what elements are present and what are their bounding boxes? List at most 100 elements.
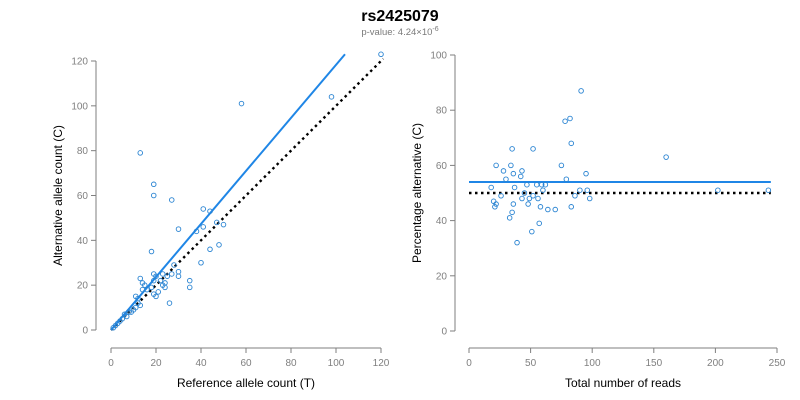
left-x-tick-label: 40	[195, 358, 207, 369]
chart-title: rs2425079	[361, 8, 439, 25]
left-data-point	[168, 197, 175, 203]
right-data-point	[715, 187, 721, 193]
left-x-tick-label: 60	[240, 358, 252, 369]
left-data-point	[220, 221, 227, 228]
right-data-point	[536, 220, 542, 227]
left-data-point	[128, 309, 134, 315]
left-data-point	[148, 284, 155, 291]
left-data-point	[157, 277, 164, 284]
right-data-point	[517, 173, 524, 180]
left-y-tick-label: 60	[77, 191, 89, 202]
left-data-point	[378, 51, 384, 58]
left-x-tick-label: 20	[150, 358, 162, 369]
left-data-point	[110, 325, 116, 331]
left-data-point	[213, 219, 220, 226]
right-y-tick-label: 40	[436, 216, 448, 227]
left-data-point	[175, 226, 182, 232]
left-data-point	[175, 273, 182, 279]
right-data-point	[537, 204, 544, 210]
left-data-point	[137, 150, 143, 156]
right-data-point	[540, 187, 546, 193]
left-reference-line	[110, 57, 385, 331]
right-data-point	[510, 201, 517, 207]
right-data-point	[545, 206, 551, 213]
left-data-point	[155, 289, 161, 295]
right-data-point	[542, 181, 549, 188]
right-data-point	[526, 195, 533, 202]
left-data-point	[162, 284, 168, 291]
right-data-point	[663, 154, 669, 160]
left-data-point	[207, 246, 213, 253]
right-data-point	[586, 195, 593, 202]
right-x-tick-label: 50	[525, 358, 537, 369]
left-data-point	[200, 206, 206, 212]
right-data-point	[514, 239, 520, 246]
right-data-point	[577, 187, 583, 193]
left-data-point	[150, 277, 157, 284]
left-data-point	[159, 271, 166, 277]
left-x-axis-title: Reference allele count (T)	[177, 376, 315, 390]
right-data-point	[511, 184, 518, 191]
left-data-point	[207, 208, 213, 214]
right-data-point	[583, 170, 589, 177]
right-data-point	[506, 215, 513, 221]
left-data-point	[139, 280, 146, 286]
right-data-point	[558, 162, 565, 169]
right-data-point	[488, 184, 494, 191]
right-x-tick-label: 100	[584, 358, 601, 369]
right-data-point	[552, 206, 558, 213]
right-data-point	[524, 181, 530, 188]
right-data-point	[568, 204, 575, 210]
right-data-point	[535, 195, 541, 202]
right-y-tick-label: 80	[436, 106, 448, 117]
right-data-point	[508, 162, 514, 169]
right-data-point	[568, 140, 575, 147]
left-data-point	[186, 277, 193, 284]
left-data-point	[150, 181, 157, 188]
left-data-point	[139, 286, 146, 293]
left-data-point	[216, 242, 222, 248]
left-x-tick-label: 100	[328, 358, 345, 369]
right-data-point	[525, 201, 531, 207]
right-panel-percentage-alternative: 0 50 100 150 200 250 0 20 40 60 80 100 Total number …	[410, 51, 786, 391]
right-data-point	[500, 168, 507, 174]
right-data-point	[493, 162, 499, 169]
right-data-point	[498, 193, 504, 199]
left-y-tick-label: 80	[77, 146, 89, 157]
left-data-point	[150, 192, 157, 199]
right-x-tick-label: 150	[645, 358, 662, 369]
right-data-point	[509, 146, 515, 152]
right-data-point	[519, 168, 525, 174]
left-x-tick-label: 120	[373, 358, 390, 369]
left-x-tick-label: 80	[285, 358, 297, 369]
left-y-tick-label: 100	[71, 101, 88, 112]
left-data-point	[328, 94, 335, 100]
left-data-point	[121, 311, 128, 318]
right-data-point	[572, 193, 578, 199]
left-data-point	[198, 260, 204, 266]
right-y-axis-title: Percentage alternative (C)	[410, 123, 424, 263]
right-data-point	[492, 204, 498, 210]
right-data-point	[534, 181, 540, 188]
left-data-point	[200, 224, 206, 230]
right-x-tick-label: 200	[707, 358, 724, 369]
chart-subtitle: p-value: 4.24×10-6	[361, 26, 438, 38]
right-data-point	[584, 187, 591, 193]
right-data-point	[519, 195, 525, 202]
subtitle-exponent: -6	[432, 26, 438, 33]
left-y-tick-label: 0	[82, 326, 88, 337]
left-data-point	[126, 309, 132, 315]
right-data-point	[530, 146, 536, 152]
right-data-point	[567, 115, 573, 122]
left-fit-line	[110, 53, 346, 331]
left-y-axis-title: Alternative allele count (C)	[51, 125, 65, 266]
right-data-point	[510, 170, 517, 177]
left-data-point	[175, 268, 182, 275]
left-data-point	[164, 273, 170, 279]
right-data-point	[562, 118, 568, 124]
left-data-point	[166, 300, 173, 306]
right-data-point	[538, 181, 545, 188]
left-y-tick-label: 120	[71, 57, 88, 68]
left-data-point	[153, 273, 159, 279]
